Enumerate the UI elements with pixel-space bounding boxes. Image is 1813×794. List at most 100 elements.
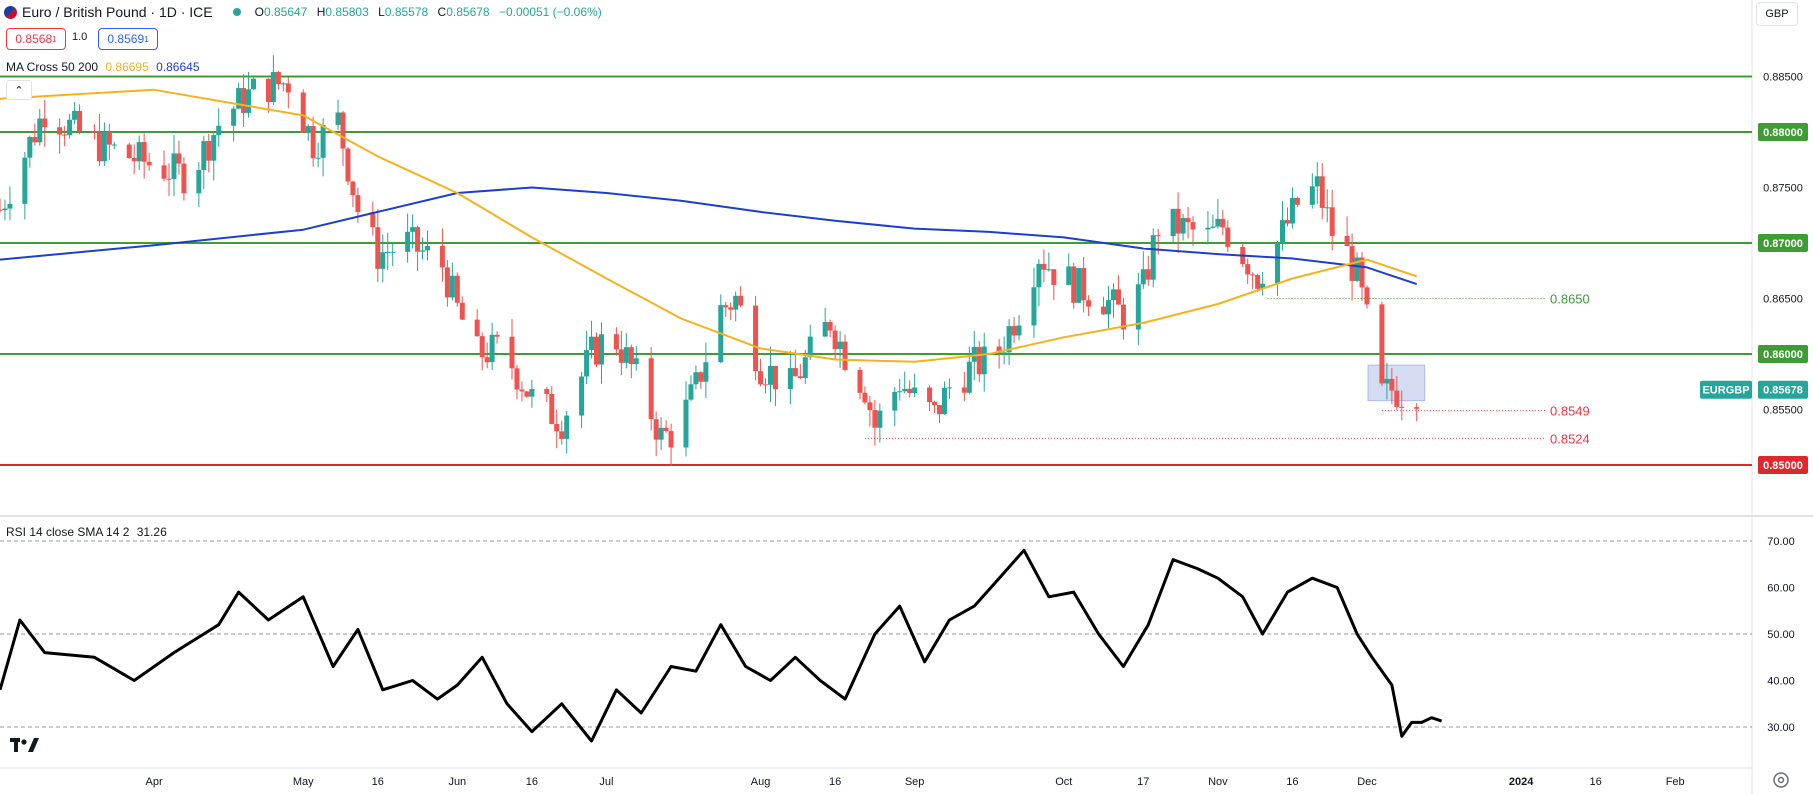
- tradingview-logo-icon[interactable]: [10, 738, 39, 752]
- chevron-up-icon[interactable]: ⌃: [6, 80, 32, 100]
- candle-body: [589, 336, 595, 351]
- candle-body: [474, 319, 480, 337]
- market-status-dot: [232, 8, 241, 16]
- candle-body: [1140, 269, 1146, 285]
- candle-body: [822, 321, 828, 337]
- candle-body: [211, 135, 217, 161]
- ma-legend[interactable]: MA Cross 50 200 0.86695 0.86645: [6, 60, 200, 74]
- currency-button[interactable]: GBP: [1756, 2, 1798, 26]
- ohlc-high-key: H: [316, 5, 326, 19]
- ohlc-close-key: C: [437, 5, 447, 19]
- candle-body: [22, 157, 28, 204]
- candle-body: [683, 399, 689, 448]
- candle-body: [270, 71, 276, 102]
- candle-body: [1215, 218, 1221, 227]
- candle-body: [966, 361, 972, 393]
- symbol-tag: [1700, 380, 1752, 399]
- candle-body: [231, 108, 237, 126]
- candle-body: [1120, 304, 1126, 330]
- candle-body: [559, 431, 565, 439]
- candle-body: [494, 334, 500, 337]
- ohlc-low-key: L: [378, 5, 385, 19]
- time-tick-label: 16: [526, 776, 538, 788]
- axes: 0.88500 0.87500 0.86500 0.85500 70.00 60.00 50…: [146, 72, 1803, 789]
- candle-body: [1279, 220, 1285, 243]
- buy-button[interactable]: 0.8569 1: [98, 28, 158, 50]
- candle-body: [579, 376, 585, 416]
- ma-label: MA Cross 50 200: [6, 60, 99, 74]
- time-tick-label: 16: [1286, 776, 1298, 788]
- candle-body: [77, 110, 83, 132]
- candle-body: [1399, 406, 1405, 408]
- candle-body: [912, 387, 918, 393]
- candle-body: [668, 431, 674, 448]
- candle-body: [415, 227, 421, 252]
- candle-body: [1260, 283, 1266, 289]
- candle-body: [1170, 208, 1176, 237]
- candle-body: [554, 423, 560, 432]
- time-tick-label: Apr: [146, 776, 163, 788]
- level-axis-label: 0.88000: [1763, 127, 1803, 139]
- candle-body: [1205, 227, 1211, 230]
- candle-body: [1041, 263, 1047, 270]
- candle-body: [181, 163, 187, 194]
- price-tick-label: 0.88500: [1763, 72, 1803, 84]
- level-axis-tag: [1758, 456, 1808, 474]
- candle-body: [1414, 407, 1420, 409]
- sell-button[interactable]: 0.8568 1: [6, 28, 66, 50]
- candle-body: [1016, 325, 1022, 336]
- candle-body: [897, 391, 903, 393]
- ohlc-open-key: O: [254, 5, 264, 19]
- candle-body: [62, 134, 68, 136]
- candle-body: [7, 203, 13, 209]
- candle-body: [141, 142, 147, 162]
- candle-body: [1155, 235, 1161, 237]
- candle-body: [937, 405, 943, 415]
- candle-body: [0, 209, 3, 211]
- candle-body: [57, 127, 63, 135]
- candle-body: [241, 88, 247, 113]
- symbol-title[interactable]: Euro / British Pound · 1D · ICE: [22, 4, 213, 20]
- candle-body: [459, 302, 465, 320]
- candle-body: [1066, 266, 1072, 285]
- time-tick-label: Jul: [599, 776, 613, 788]
- candle-body: [598, 334, 604, 365]
- gear-icon[interactable]: [1773, 772, 1789, 788]
- candle-body: [703, 362, 709, 382]
- candle-body: [1185, 218, 1191, 223]
- candle-body: [1294, 197, 1300, 205]
- rsi-tick-label: 40.00: [1767, 676, 1795, 688]
- candle-body: [405, 231, 411, 252]
- time-tick-label: 16: [372, 776, 384, 788]
- candle-body: [1389, 378, 1395, 391]
- ohlc-values: O0.85647 H0.85803 L0.85578 C0.85678 −0.0…: [255, 5, 602, 19]
- ohlc-low-value: 0.85578: [384, 5, 429, 19]
- candle-body: [246, 89, 252, 113]
- price-tick-label: 0.87500: [1763, 183, 1803, 195]
- ma50-value: 0.86695: [105, 60, 149, 74]
- candle-body: [1314, 176, 1320, 187]
- candle-body: [792, 368, 798, 377]
- candle-body: [340, 112, 346, 149]
- candle-body: [976, 346, 982, 375]
- chart-legend: Euro / British Pound · 1D · ICE O0.85647…: [4, 2, 602, 22]
- candle-body: [1384, 378, 1390, 384]
- ohlc-close-value: 0.85678: [446, 5, 490, 19]
- sell-price-sup: 1: [52, 34, 57, 44]
- candle-body: [807, 336, 813, 358]
- time-tick-label: 2024: [1509, 776, 1534, 788]
- candle-body: [971, 346, 977, 362]
- candle-body: [420, 250, 426, 252]
- candle-body: [131, 157, 137, 162]
- rsi-legend[interactable]: RSI 14 close SMA 14 2 31.26: [6, 525, 167, 539]
- candle-body: [872, 410, 878, 428]
- candle-body: [842, 341, 848, 370]
- candle-body: [1076, 268, 1082, 303]
- candle-body: [439, 245, 445, 268]
- level-axis-tag: [1758, 234, 1808, 252]
- ohlc-change-value: −0.00051 (−0.06%): [498, 5, 602, 19]
- price-tick-label: 0.86500: [1763, 294, 1803, 306]
- candle-body: [320, 124, 326, 158]
- candle-body: [1031, 287, 1037, 326]
